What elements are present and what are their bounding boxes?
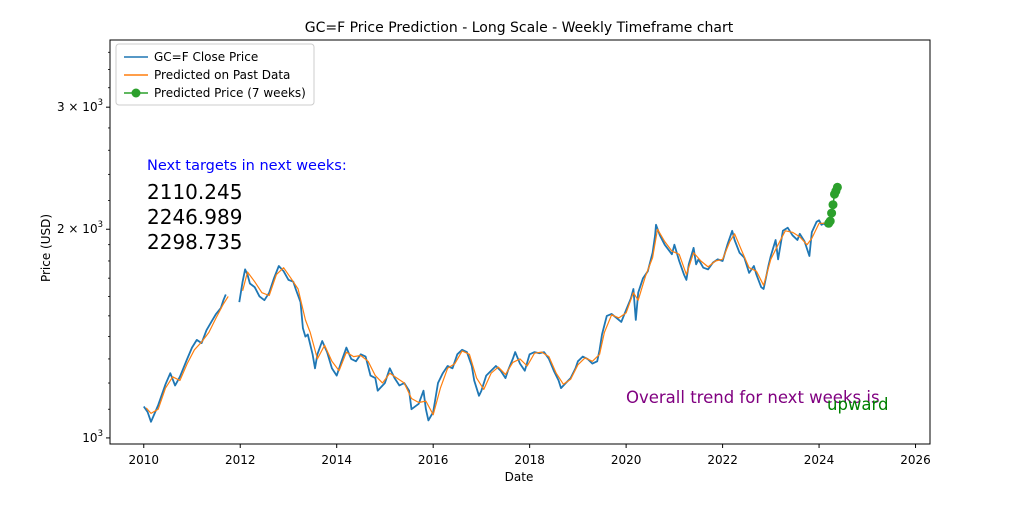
x-tick-label-2012: 2012: [225, 453, 256, 467]
legend-box: [115, 43, 315, 106]
y-tick-label-1000: 103: [82, 429, 103, 445]
plot-background: [110, 40, 930, 444]
targets-heading: Next targets in next weeks:: [147, 158, 347, 174]
trend-label: Overall trend for next weeks is: [626, 388, 880, 407]
series-layer: [143, 219, 832, 423]
x-tick-label-2022: 2022: [707, 453, 738, 467]
x-tick-label-2016: 2016: [418, 453, 449, 467]
legend-label-predicted: Predicted Price (7 weeks): [154, 86, 306, 100]
predicted-point-4: [828, 200, 838, 210]
predicted-point-3: [827, 208, 837, 218]
predicted-past-line: [145, 221, 832, 416]
x-tick-label-2014: 2014: [321, 453, 352, 467]
target-value-3: 2298.735: [147, 230, 242, 254]
legend-label-past: Predicted on Past Data: [154, 68, 290, 82]
y-axis-label: Price (USD): [39, 214, 53, 282]
predicted-point-2: [825, 216, 835, 226]
legend-label-close: GC=F Close Price: [154, 50, 258, 64]
target-value-2: 2246.989: [147, 205, 242, 229]
plot-area: [110, 40, 930, 444]
legend-marker-predicted: [131, 88, 141, 98]
close-price-line: [143, 219, 830, 423]
x-tick-label-2024: 2024: [804, 453, 835, 467]
predicted-points-layer: [824, 182, 842, 228]
x-tick-label-2010: 2010: [128, 453, 159, 467]
axes: 2010 2012 2014 2016 2018 2020 2022 2024 2026 103 2…: [57, 39, 931, 467]
legend: GC=F Close Price Predicted on Past Data …: [115, 43, 315, 106]
axes-frame: [109, 39, 931, 445]
y-tick-label-2000: 2 × 103: [57, 220, 103, 236]
predicted-point-7: [832, 182, 842, 192]
x-tick-label-2018: 2018: [514, 453, 545, 467]
chart-title: GC=F Price Prediction - Long Scale - Wee…: [305, 20, 734, 36]
x-tick-label-2026: 2026: [900, 453, 931, 467]
y-tick-label-3000: 3 × 103: [57, 98, 103, 114]
x-tick-label-2020: 2020: [611, 453, 642, 467]
target-value-1: 2110.245: [147, 180, 242, 204]
trend-value: upward: [827, 395, 889, 414]
x-axis-label: Date: [505, 470, 534, 484]
